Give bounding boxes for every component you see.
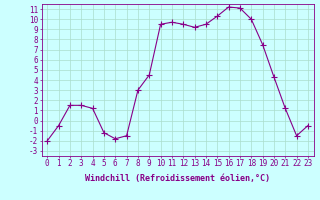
X-axis label: Windchill (Refroidissement éolien,°C): Windchill (Refroidissement éolien,°C) [85, 174, 270, 183]
